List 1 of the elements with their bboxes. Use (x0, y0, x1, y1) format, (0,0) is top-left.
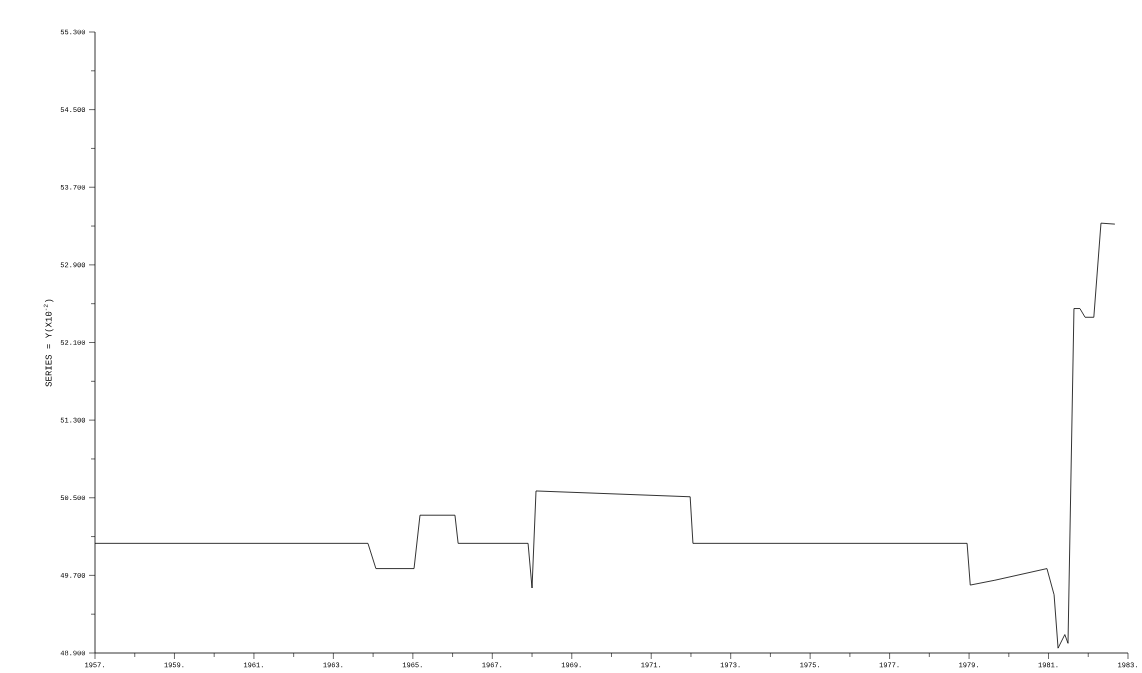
y-axis-title: SERIES = Y(X10$^{-2}$) (43, 299, 54, 387)
